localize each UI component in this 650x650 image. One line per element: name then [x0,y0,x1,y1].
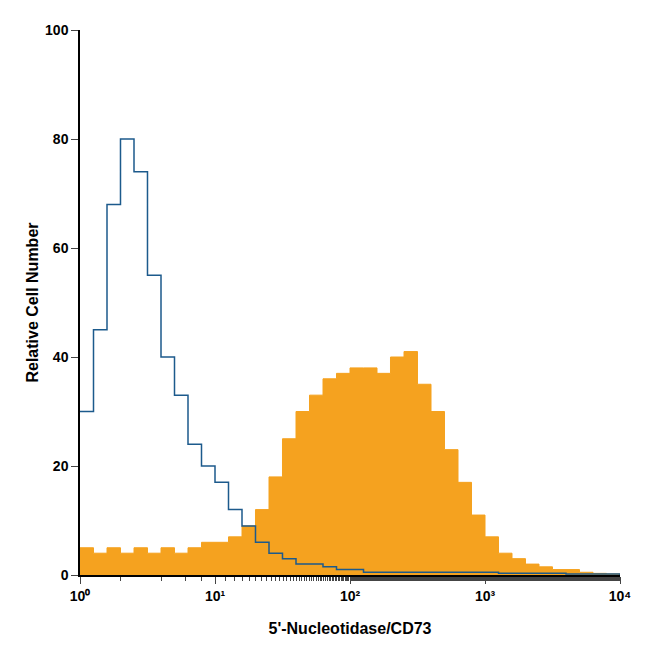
svg-text:10¹: 10¹ [205,588,226,604]
svg-text:5'-Nucleotidase/CD73: 5'-Nucleotidase/CD73 [269,620,432,637]
svg-text:100: 100 [45,22,69,38]
svg-text:40: 40 [53,349,69,365]
svg-text:10³: 10³ [475,588,496,604]
svg-text:10²: 10² [340,588,361,604]
svg-text:0: 0 [61,567,69,583]
svg-text:60: 60 [53,240,69,256]
svg-text:10⁰: 10⁰ [70,588,91,604]
svg-text:80: 80 [53,131,69,147]
svg-text:20: 20 [53,458,69,474]
svg-text:10⁴: 10⁴ [609,588,632,604]
svg-text:Relative Cell Number: Relative Cell Number [24,222,41,382]
